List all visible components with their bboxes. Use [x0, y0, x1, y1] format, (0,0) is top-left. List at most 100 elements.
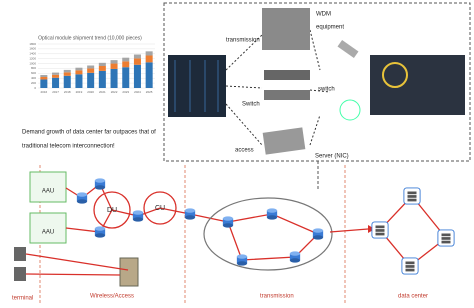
bar — [98, 66, 106, 71]
node — [77, 192, 87, 203]
y-tick-label: 600 — [31, 71, 36, 75]
node — [313, 228, 323, 239]
bar — [133, 54, 141, 59]
cable-photo — [339, 99, 361, 121]
label: transmission — [226, 38, 260, 44]
bar — [133, 58, 141, 65]
bar — [40, 75, 48, 77]
bar — [145, 55, 153, 63]
node — [95, 178, 105, 189]
fiber-photo — [382, 62, 408, 88]
y-tick-label: 400 — [31, 76, 36, 80]
chart-title: Optical module shipment trend (10,000 pi… — [38, 35, 142, 41]
label: WDM — [316, 12, 331, 18]
y-tick-label: 0 — [34, 86, 36, 90]
section-label: Wireless/Access — [90, 294, 134, 300]
bar — [122, 61, 130, 68]
aau-box — [29, 171, 67, 203]
x-tick-label: 2024 — [134, 90, 141, 94]
bar — [52, 77, 60, 88]
inset-chart: Optical module shipment trend (10,000 pi… — [29, 35, 155, 94]
terminal-icon — [14, 267, 26, 281]
x-tick-label: 2017 — [52, 90, 59, 94]
bar — [122, 67, 130, 88]
switch-photo — [264, 90, 310, 100]
y-tick-label: 1200 — [29, 56, 36, 60]
bar — [98, 70, 106, 88]
label: Switch — [242, 102, 260, 108]
y-tick-label: 800 — [31, 66, 36, 70]
server — [404, 188, 420, 204]
bar — [145, 62, 153, 88]
x-tick-label: 2019 — [76, 90, 83, 94]
node — [223, 216, 233, 227]
bar — [98, 62, 106, 66]
node — [237, 254, 247, 265]
aau-box — [29, 212, 67, 244]
bar — [110, 60, 118, 64]
bar — [75, 74, 83, 88]
x-tick-label: 2018 — [64, 90, 71, 94]
terminal-icon — [14, 247, 26, 261]
bar — [75, 70, 83, 75]
bar — [63, 75, 71, 88]
equipment-box — [163, 2, 471, 162]
bar — [87, 72, 95, 88]
node — [185, 208, 195, 219]
bar — [110, 63, 118, 69]
server — [372, 222, 388, 238]
node — [267, 208, 277, 219]
bar — [122, 57, 130, 62]
x-tick-label: 2020 — [87, 90, 94, 94]
node — [95, 226, 105, 237]
bar — [63, 69, 71, 73]
bar — [110, 68, 118, 88]
bar — [63, 72, 71, 76]
y-tick-label: 1600 — [29, 47, 36, 51]
rack-lights — [174, 60, 219, 112]
aau-label: AAU — [42, 189, 54, 195]
x-tick-label: 2016 — [41, 90, 48, 94]
x-tick-label: 2022 — [111, 90, 118, 94]
switch-module-photo — [370, 55, 465, 115]
bar — [40, 77, 48, 80]
label: access — [235, 148, 254, 154]
section-label: transmission — [260, 294, 294, 300]
transmission-photo — [262, 8, 310, 50]
aau-label: AAU — [42, 230, 54, 236]
rack-photo — [168, 55, 226, 117]
node — [290, 251, 300, 262]
bar — [52, 72, 60, 75]
label: equipment — [316, 25, 344, 31]
access-panel — [119, 257, 139, 287]
section-label: terminal — [12, 296, 33, 302]
cu-label: CU — [155, 205, 165, 212]
section-label: data center — [398, 294, 428, 300]
server — [438, 230, 454, 246]
bar — [87, 65, 95, 69]
caption: traditional telecom interconnection! — [22, 144, 115, 150]
bar — [52, 74, 60, 78]
x-tick-label: 2023 — [122, 90, 129, 94]
switch-photo — [264, 70, 310, 80]
label: switch — [318, 87, 335, 93]
y-tick-label: 1000 — [29, 61, 36, 65]
label: Server (NIC) — [315, 154, 349, 160]
bar — [75, 67, 83, 71]
arrow — [329, 228, 369, 233]
y-tick-label: 1800 — [29, 42, 36, 46]
bar — [87, 68, 95, 73]
caption: Demand growth of data center far outpace… — [22, 130, 156, 136]
section-dividers — [39, 161, 346, 305]
bar — [145, 51, 153, 56]
du-label: DU — [107, 207, 117, 214]
server — [402, 258, 418, 274]
links — [225, 29, 331, 146]
server-photo — [262, 127, 306, 155]
y-tick-label: 1400 — [29, 52, 36, 56]
module-photo — [337, 39, 359, 59]
bar — [133, 64, 141, 88]
x-tick-label: 2021 — [99, 90, 106, 94]
node — [133, 210, 143, 221]
